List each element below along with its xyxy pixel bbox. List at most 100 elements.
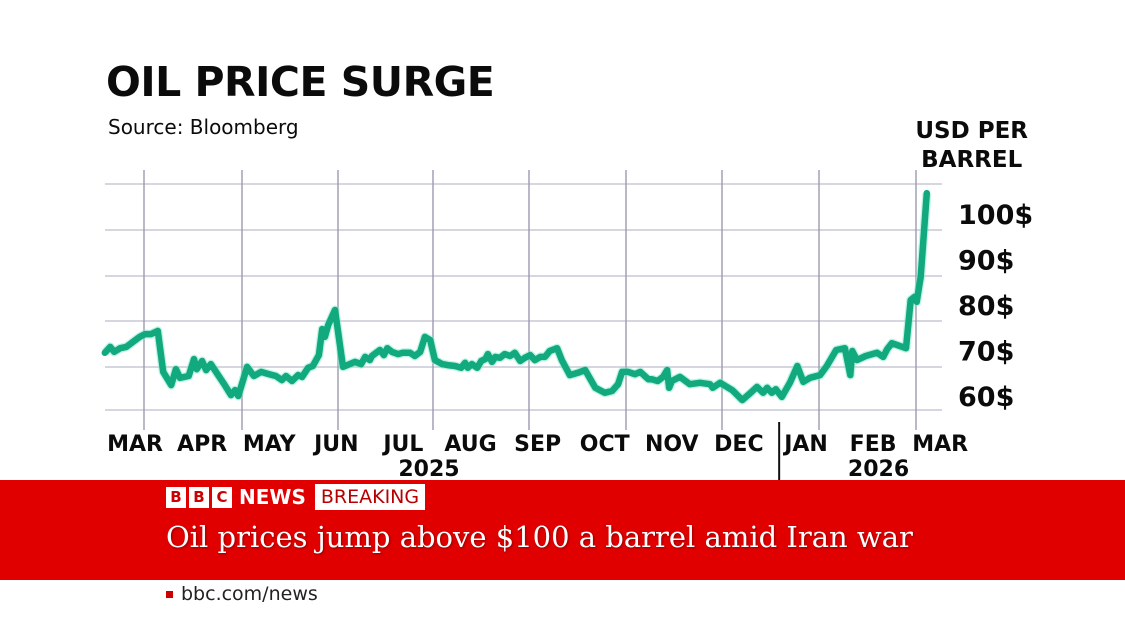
data-point <box>826 365 828 367</box>
x-tick-label: JUL <box>381 432 423 457</box>
data-point <box>113 351 115 353</box>
data-point <box>237 395 239 397</box>
data-point <box>441 363 443 365</box>
data-point <box>876 352 878 354</box>
data-point <box>534 359 536 361</box>
data-point <box>170 384 172 386</box>
data-point <box>318 354 320 356</box>
y-tick-label: 60$ <box>958 382 1014 413</box>
data-point <box>494 356 496 358</box>
data-point <box>920 276 922 278</box>
y-tick-label: 80$ <box>958 291 1014 322</box>
data-point <box>210 363 212 365</box>
data-point <box>179 377 181 379</box>
data-point <box>741 399 743 401</box>
data-point <box>223 383 225 385</box>
data-point <box>175 368 177 370</box>
data-point <box>657 380 659 382</box>
bbc-letter: B <box>189 486 209 508</box>
data-point <box>529 354 531 356</box>
data-point <box>910 299 912 301</box>
data-point <box>926 192 928 194</box>
data-point <box>429 339 431 341</box>
data-point <box>835 349 837 351</box>
data-point <box>285 375 287 377</box>
data-point <box>188 375 190 377</box>
data-point <box>666 369 668 371</box>
data-point <box>291 380 293 382</box>
data-point <box>802 381 804 383</box>
data-point <box>689 383 691 385</box>
data-point <box>132 341 134 343</box>
y-tick-label: 70$ <box>958 337 1014 368</box>
x-tick-label: FEB <box>850 432 897 457</box>
data-point <box>519 360 521 362</box>
data-point <box>569 374 571 376</box>
data-point <box>621 371 623 373</box>
data-point <box>914 296 916 298</box>
data-point <box>201 360 203 362</box>
data-point <box>109 346 111 348</box>
data-point <box>524 357 526 359</box>
x-tick-label: SEP <box>514 432 561 457</box>
data-point <box>844 347 846 349</box>
data-point <box>193 358 195 360</box>
data-point <box>379 349 381 351</box>
data-point <box>364 356 366 358</box>
chart-title: OIL PRICE SURGE <box>106 58 495 106</box>
data-point <box>234 389 236 391</box>
data-point <box>484 358 486 360</box>
x-tick-label: MAR <box>912 432 968 457</box>
data-point <box>157 330 159 332</box>
data-point <box>246 366 248 368</box>
data-point <box>371 355 373 357</box>
data-point <box>196 368 198 370</box>
data-point <box>539 356 541 358</box>
headline: Oil prices jump above $100 a barrel amid… <box>166 520 913 554</box>
data-point <box>796 365 798 367</box>
data-point <box>719 382 721 384</box>
data-point <box>281 379 283 381</box>
data-point <box>230 394 232 396</box>
data-point <box>460 367 462 369</box>
data-point <box>882 356 884 358</box>
data-point <box>789 382 791 384</box>
year-label: 2025 <box>398 457 459 480</box>
data-point <box>275 375 277 377</box>
data-point <box>604 392 606 394</box>
data-point <box>144 333 146 335</box>
data-point <box>617 383 619 385</box>
data-point <box>487 353 489 355</box>
x-tick-label: MAY <box>243 432 297 457</box>
data-point <box>886 348 888 350</box>
data-point <box>709 383 711 385</box>
y-tick-label: 90$ <box>958 246 1014 277</box>
data-point <box>454 365 456 367</box>
data-point <box>905 347 907 349</box>
data-point <box>476 367 478 369</box>
x-tick-label: AUG <box>444 432 496 457</box>
data-point <box>369 359 371 361</box>
data-point <box>409 352 411 354</box>
data-point <box>386 347 388 349</box>
breaking-news-banner <box>0 480 1125 580</box>
data-point <box>891 342 893 344</box>
data-point <box>549 350 551 352</box>
data-point <box>342 366 344 368</box>
data-point <box>312 365 314 367</box>
data-point <box>671 380 673 382</box>
data-point <box>419 351 421 353</box>
data-point <box>268 373 270 375</box>
data-point <box>480 360 482 362</box>
data-point <box>756 386 758 388</box>
data-point <box>594 387 596 389</box>
data-point <box>561 359 563 361</box>
data-point <box>424 336 426 338</box>
data-point <box>499 357 501 359</box>
news-wordmark: NEWS <box>239 485 306 509</box>
data-point <box>321 328 323 330</box>
data-point <box>771 392 773 394</box>
data-point <box>434 359 436 361</box>
data-point <box>139 336 141 338</box>
data-point <box>324 336 326 338</box>
